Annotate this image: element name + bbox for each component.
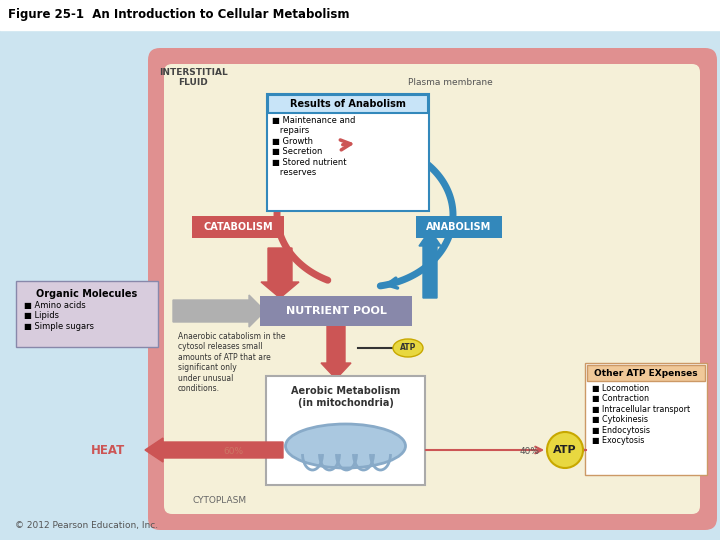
Text: ■ Locomotion
■ Contraction
■ Intracellular transport
■ Cytokinesis
■ Endocytosis: ■ Locomotion ■ Contraction ■ Intracellul… xyxy=(592,384,690,445)
FancyBboxPatch shape xyxy=(16,281,158,347)
Text: CYTOPLASM: CYTOPLASM xyxy=(193,496,247,505)
Text: Other ATP EXpenses: Other ATP EXpenses xyxy=(594,368,698,377)
Ellipse shape xyxy=(393,339,423,357)
FancyBboxPatch shape xyxy=(416,216,502,238)
FancyArrow shape xyxy=(145,438,283,462)
FancyBboxPatch shape xyxy=(267,94,429,211)
Text: INTERSTITIAL
FLUID: INTERSTITIAL FLUID xyxy=(158,68,228,87)
FancyBboxPatch shape xyxy=(585,363,707,475)
Text: 40%: 40% xyxy=(520,447,540,456)
Text: ATP: ATP xyxy=(400,343,416,353)
Text: © 2012 Pearson Education, Inc.: © 2012 Pearson Education, Inc. xyxy=(15,521,158,530)
Text: ATP: ATP xyxy=(553,445,577,455)
Ellipse shape xyxy=(286,424,405,468)
Text: CATABOLISM: CATABOLISM xyxy=(203,222,273,232)
Text: ■ Amino acids
■ Lipids
■ Simple sugars: ■ Amino acids ■ Lipids ■ Simple sugars xyxy=(24,301,94,331)
FancyArrow shape xyxy=(173,295,265,327)
FancyBboxPatch shape xyxy=(266,376,425,485)
FancyBboxPatch shape xyxy=(192,216,284,238)
Text: Aerobic Metabolism
(in mitochondria): Aerobic Metabolism (in mitochondria) xyxy=(291,386,400,408)
Bar xyxy=(268,95,428,113)
Bar xyxy=(587,365,705,381)
Text: NUTRIENT POOL: NUTRIENT POOL xyxy=(286,306,387,316)
Text: ■ Maintenance and
   repairs
■ Growth
■ Secretion
■ Stored nutrient
   reserves: ■ Maintenance and repairs ■ Growth ■ Sec… xyxy=(272,116,356,177)
Circle shape xyxy=(547,432,583,468)
FancyBboxPatch shape xyxy=(148,48,717,530)
FancyBboxPatch shape xyxy=(164,64,700,514)
Text: Organic Molecules: Organic Molecules xyxy=(37,289,138,299)
Text: ANABOLISM: ANABOLISM xyxy=(426,222,492,232)
Text: Anaerobic catabolism in the
cytosol releases small
amounts of ATP that are
signi: Anaerobic catabolism in the cytosol rele… xyxy=(178,332,286,393)
Bar xyxy=(0,0,720,30)
Text: 60%: 60% xyxy=(223,447,243,456)
Text: Figure 25-1  An Introduction to Cellular Metabolism: Figure 25-1 An Introduction to Cellular … xyxy=(8,8,349,21)
Text: HEAT: HEAT xyxy=(91,443,125,456)
FancyBboxPatch shape xyxy=(260,296,412,326)
Text: Results of Anabolism: Results of Anabolism xyxy=(290,99,406,109)
FancyArrow shape xyxy=(419,230,441,298)
FancyArrow shape xyxy=(261,248,299,298)
Text: Plasma membrane: Plasma membrane xyxy=(408,78,492,87)
FancyArrow shape xyxy=(321,324,351,379)
